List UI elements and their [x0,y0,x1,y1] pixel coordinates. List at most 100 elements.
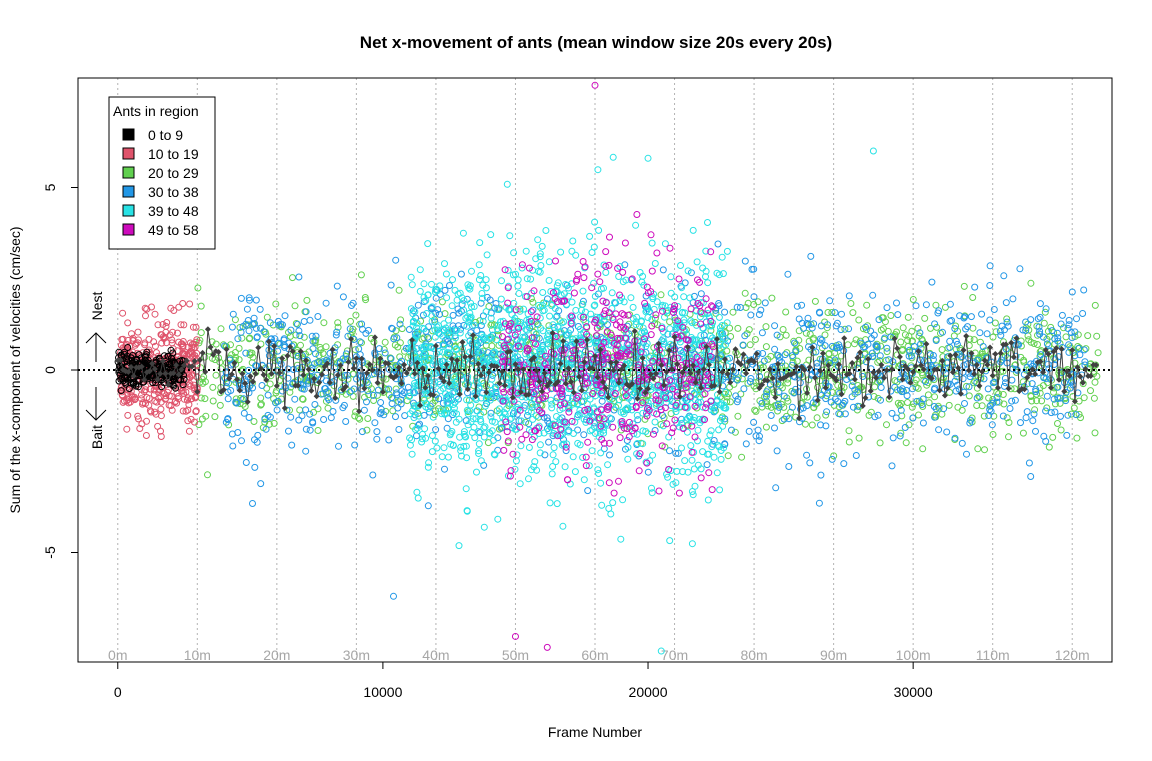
data-point [771,322,779,330]
data-point [614,352,622,360]
data-point [1068,334,1076,342]
data-point [472,342,479,350]
data-point [533,320,541,328]
data-point [234,335,242,343]
data-point [657,406,665,414]
data-point [788,352,796,360]
data-point [595,470,603,477]
data-point [773,331,781,339]
data-point [690,353,697,361]
data-point [618,420,626,428]
data-point [897,338,905,346]
data-point [174,395,182,403]
data-point [504,266,512,274]
data-point [992,328,1000,336]
data-point [422,403,430,411]
data-point [697,332,705,339]
data-point [595,414,603,422]
data-point [876,439,884,447]
data-point [579,313,587,321]
data-point [991,319,999,327]
data-point [1029,417,1037,425]
data-point [1023,408,1031,416]
data-point [631,424,639,432]
data-point [523,275,531,283]
data-point [193,361,201,369]
data-point [162,328,170,336]
data-point [675,275,683,283]
data-point [420,280,428,288]
data-point [369,391,377,399]
data-point [1022,327,1030,334]
data-point [594,408,601,416]
data-point [482,308,490,316]
data-point [488,427,496,435]
data-point [859,373,867,380]
data-point [691,336,699,344]
data-point [448,428,456,435]
data-point [347,317,354,325]
data-point [481,402,489,410]
data-point [460,322,468,329]
data-point [675,489,683,497]
data-point [653,249,661,257]
data-point [1045,342,1053,350]
data-point [666,244,674,252]
data-point [424,291,432,299]
data-point [643,405,651,412]
data-point [600,310,608,318]
data-point [691,433,699,441]
data-point [504,284,512,292]
data-point [462,417,470,425]
data-point [713,469,721,477]
data-point [747,375,755,382]
data-point [388,400,396,408]
data-point [488,390,496,398]
data-point [934,309,942,317]
data-point [441,310,449,318]
data-point [499,333,506,341]
data-point [678,284,686,292]
data-point [762,323,770,331]
data-point [1027,473,1035,480]
data-point [706,431,714,439]
data-point [549,321,557,329]
data-point [811,297,819,305]
data-point [733,303,741,311]
data-point [666,325,674,333]
data-point [439,348,447,356]
data-point [431,288,439,296]
data-point [194,284,202,292]
data-point [1071,328,1079,336]
data-point [300,333,308,341]
data-point [684,336,692,344]
data-point [370,397,378,404]
data-point [623,404,631,412]
data-point [537,262,545,269]
data-point [451,325,459,333]
data-point [877,342,885,350]
data-point [266,319,274,327]
data-point [320,416,328,423]
data-point [579,297,587,305]
data-point [691,340,699,348]
data-point [1042,305,1050,313]
data-point [564,428,572,436]
data-point [803,451,811,459]
data-point [967,313,975,321]
data-point [333,282,341,290]
data-point [930,403,938,410]
data-point [571,468,579,476]
data-point [527,381,535,389]
data-point [151,342,159,350]
minute-label: 90m [820,647,847,663]
data-point [868,349,876,357]
data-point [609,384,617,392]
data-point [622,276,630,284]
data-point [523,316,531,324]
data-point [537,347,545,355]
data-point [279,321,286,329]
data-point [392,256,400,264]
data-point [687,269,695,277]
data-point [192,323,200,331]
